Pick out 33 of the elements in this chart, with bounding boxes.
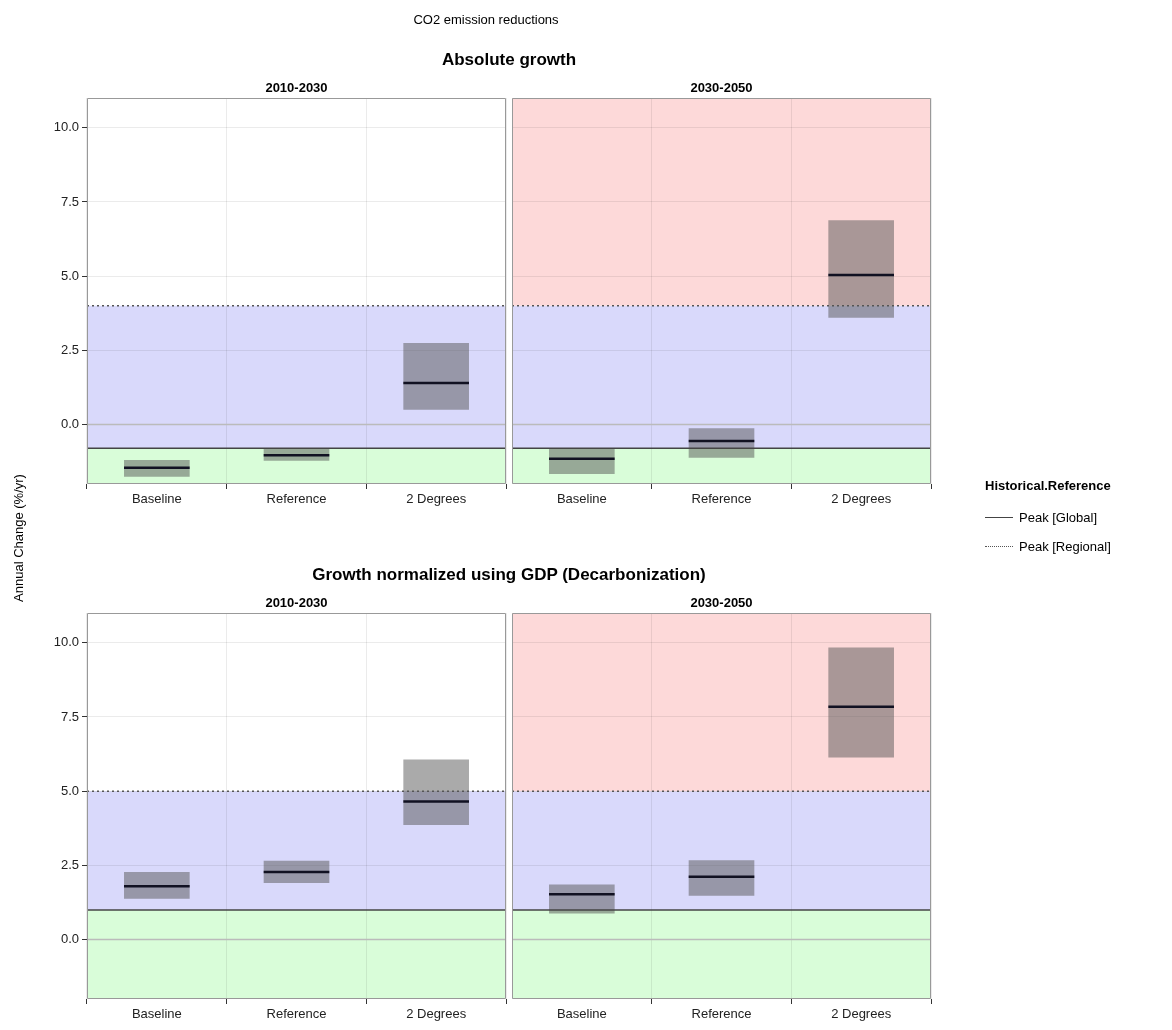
x-tick-label: 2 Degrees bbox=[831, 1006, 892, 1022]
x-tick-label: Reference bbox=[266, 1006, 327, 1022]
y-tick-label: 10.0 bbox=[53, 634, 79, 650]
y-axis-title: Annual Change (%/yr) bbox=[10, 474, 26, 602]
x-tick-label: 2 Degrees bbox=[831, 491, 892, 507]
chart-title: Growth normalized using GDP (Decarbonization) bbox=[311, 565, 707, 585]
x-tick-label: 2 Degrees bbox=[406, 1006, 467, 1022]
y-tick-label: 0.0 bbox=[60, 931, 79, 947]
text: CO2 emission reductions bbox=[412, 12, 560, 27]
y-tick-label: 7.5 bbox=[60, 193, 79, 209]
x-tick-label: 2 Degrees bbox=[406, 491, 467, 507]
x-tick-label: Reference bbox=[266, 491, 327, 507]
chart-title: Absolute growth bbox=[440, 50, 578, 70]
chart-subtitle: 2010-2030 bbox=[264, 595, 329, 610]
chart-subtitle: 2030-2050 bbox=[689, 595, 754, 610]
x-tick-label: Reference bbox=[691, 1006, 752, 1022]
y-tick-label: 7.5 bbox=[60, 708, 79, 724]
x-tick-label: Baseline bbox=[131, 1006, 182, 1022]
chart-subtitle: 2010-2030 bbox=[264, 80, 329, 95]
y-tick-label: 10.0 bbox=[53, 119, 79, 135]
y-tick-label: 0.0 bbox=[60, 416, 79, 432]
chart-subtitle: 2030-2050 bbox=[689, 80, 754, 95]
y-tick-label: 2.5 bbox=[60, 341, 79, 357]
x-tick-label: Reference bbox=[691, 491, 752, 507]
legend-label: Peak [Global] bbox=[1019, 510, 1098, 525]
x-tick-label: Baseline bbox=[131, 491, 182, 507]
legend-label: Peak [Regional] bbox=[1019, 539, 1111, 554]
y-tick-label: 5.0 bbox=[60, 782, 79, 798]
x-tick-label: Baseline bbox=[556, 1006, 607, 1022]
legend-title: Historical.Reference bbox=[985, 478, 1111, 493]
y-tick-label: 2.5 bbox=[60, 856, 79, 872]
y-tick-label: 5.0 bbox=[60, 267, 79, 283]
x-tick-label: Baseline bbox=[556, 491, 607, 507]
